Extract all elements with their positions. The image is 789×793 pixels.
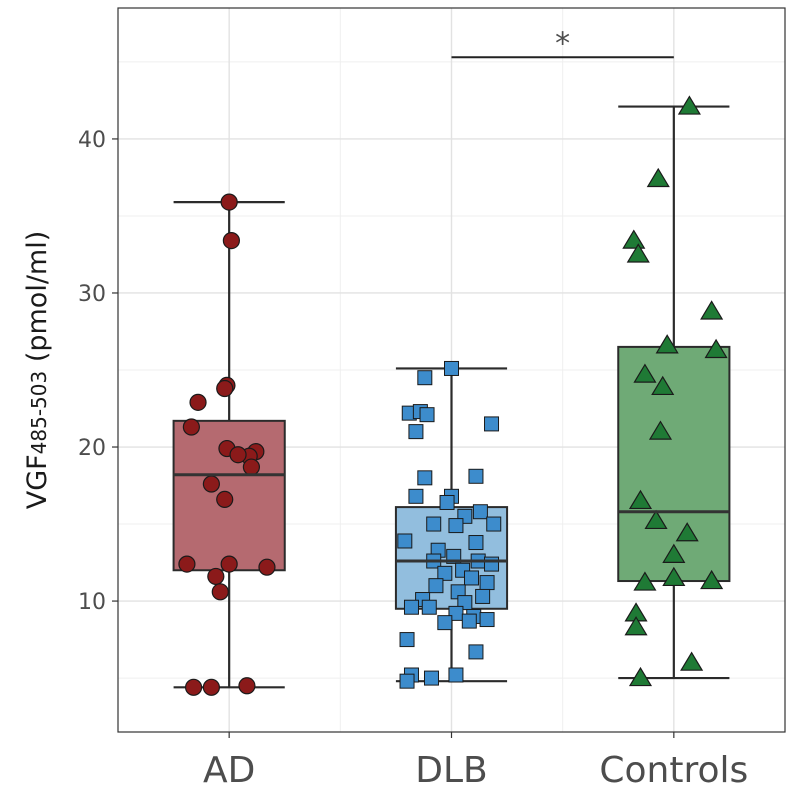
data-point bbox=[216, 490, 234, 508]
data-point bbox=[397, 533, 413, 549]
y-axis-title-sub: 485-503 bbox=[27, 371, 51, 455]
data-point bbox=[184, 678, 203, 696]
data-point bbox=[486, 516, 502, 532]
data-point bbox=[444, 360, 459, 376]
data-point bbox=[211, 583, 229, 601]
x-tick-label: Controls bbox=[599, 750, 748, 791]
data-point bbox=[182, 418, 200, 436]
data-point bbox=[426, 516, 442, 532]
data-point bbox=[626, 243, 650, 263]
y-axis-title-main: VGF bbox=[22, 454, 53, 509]
data-point bbox=[399, 632, 415, 648]
data-point bbox=[680, 651, 704, 671]
data-point bbox=[437, 565, 453, 581]
data-point bbox=[479, 575, 495, 591]
data-point bbox=[468, 644, 484, 660]
x-tick-label: AD bbox=[203, 750, 255, 791]
data-point bbox=[417, 470, 433, 486]
data-point bbox=[408, 424, 424, 440]
data-point bbox=[628, 489, 653, 510]
data-point bbox=[646, 167, 670, 188]
y-tick-label: 20 bbox=[78, 436, 106, 461]
data-point bbox=[428, 578, 444, 594]
data-point bbox=[622, 229, 646, 249]
y-axis-ticks: 10 20 30 40 bbox=[78, 128, 118, 615]
data-point bbox=[484, 416, 500, 432]
data-point bbox=[464, 570, 480, 586]
data-point bbox=[238, 677, 256, 695]
data-point bbox=[202, 475, 220, 493]
y-tick-label: 10 bbox=[78, 590, 106, 615]
data-point bbox=[216, 379, 234, 398]
data-point bbox=[675, 522, 699, 542]
data-point bbox=[628, 666, 653, 687]
data-point bbox=[242, 458, 260, 476]
points-ad bbox=[173, 193, 285, 696]
data-point bbox=[704, 338, 728, 359]
data-point bbox=[437, 615, 453, 631]
data-point bbox=[662, 543, 686, 563]
data-point bbox=[651, 375, 675, 396]
data-point bbox=[220, 193, 238, 211]
data-point bbox=[484, 556, 500, 572]
significance-annotation: * bbox=[451, 26, 674, 61]
y-tick-label: 30 bbox=[78, 282, 106, 307]
data-point bbox=[189, 393, 207, 411]
data-point bbox=[202, 678, 220, 696]
significance-label: * bbox=[555, 26, 570, 61]
data-point bbox=[421, 599, 437, 615]
data-point bbox=[417, 370, 433, 386]
data-point bbox=[624, 616, 648, 636]
data-points bbox=[173, 95, 730, 696]
data-point bbox=[648, 420, 673, 440]
data-point bbox=[448, 667, 464, 683]
data-point bbox=[178, 555, 196, 573]
data-point bbox=[403, 599, 419, 615]
data-point bbox=[700, 300, 724, 320]
data-point bbox=[479, 612, 495, 628]
data-point bbox=[258, 558, 276, 576]
points-dlb bbox=[395, 360, 508, 689]
data-point bbox=[644, 509, 668, 530]
x-axis-labels: AD DLB Controls bbox=[203, 732, 748, 791]
data-point bbox=[448, 605, 464, 621]
points-controls bbox=[618, 95, 730, 687]
data-point bbox=[633, 571, 657, 591]
data-point bbox=[468, 468, 484, 484]
y-axis-title: VGF485-503 (pmol/ml) bbox=[22, 231, 53, 510]
data-point bbox=[655, 334, 679, 354]
data-point bbox=[222, 232, 240, 250]
data-point bbox=[677, 95, 701, 115]
data-point bbox=[472, 504, 488, 520]
data-point bbox=[633, 363, 657, 383]
data-point bbox=[700, 569, 724, 590]
data-point bbox=[229, 446, 247, 464]
data-point bbox=[461, 613, 477, 629]
data-point bbox=[475, 588, 491, 604]
data-point bbox=[448, 518, 464, 534]
data-point bbox=[423, 670, 439, 686]
data-point bbox=[207, 567, 225, 586]
data-point bbox=[439, 494, 455, 510]
box-controls bbox=[617, 105, 731, 680]
data-point bbox=[419, 407, 435, 423]
y-axis-title-unit: (pmol/ml) bbox=[22, 231, 53, 371]
data-point bbox=[468, 535, 484, 551]
y-tick-label: 40 bbox=[78, 128, 106, 153]
data-point bbox=[662, 566, 686, 587]
data-point bbox=[408, 488, 424, 504]
data-point bbox=[399, 673, 415, 689]
data-point bbox=[220, 555, 238, 573]
x-tick-label: DLB bbox=[415, 750, 487, 791]
